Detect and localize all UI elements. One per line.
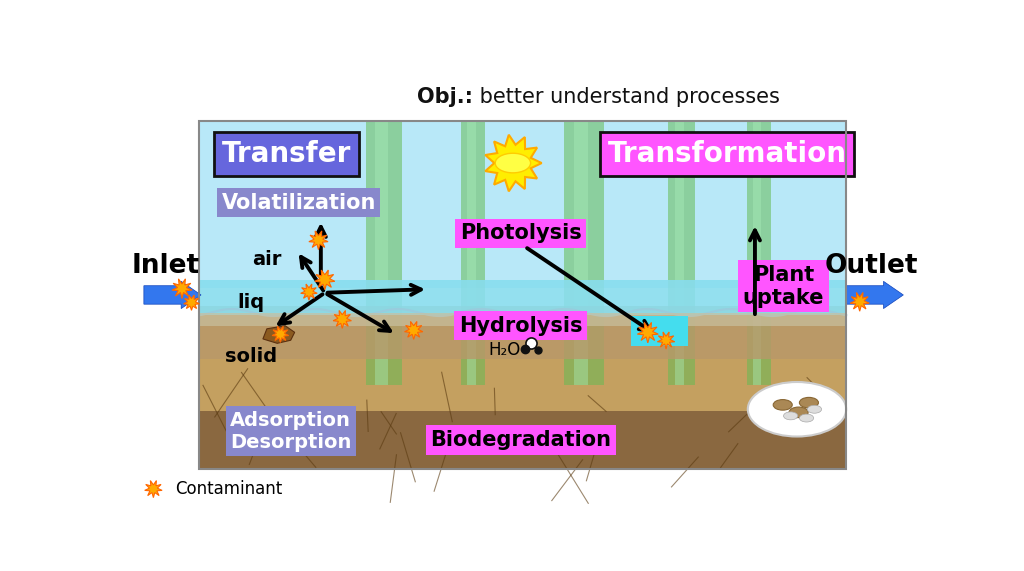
Bar (200, 280, 846, 315)
Polygon shape (314, 270, 335, 289)
Polygon shape (301, 284, 317, 300)
Bar (200, 306, 846, 359)
Text: Contaminant: Contaminant (176, 480, 283, 498)
Text: Biodegradation: Biodegradation (430, 430, 611, 450)
Text: Plant
uptake: Plant uptake (742, 264, 824, 308)
Text: Adsorption
Desorption: Adsorption Desorption (230, 411, 351, 452)
Polygon shape (333, 311, 351, 328)
Bar (461, 121, 485, 385)
Circle shape (748, 382, 846, 436)
Polygon shape (144, 481, 162, 498)
Text: Obj.:: Obj.: (417, 87, 473, 107)
Bar (574, 121, 588, 385)
Bar (200, 315, 846, 469)
Polygon shape (172, 279, 191, 299)
Circle shape (790, 407, 808, 417)
Bar (367, 121, 401, 385)
Text: Inlet: Inlet (132, 254, 200, 279)
Text: H₂O: H₂O (488, 341, 521, 359)
Polygon shape (485, 135, 542, 191)
FancyArrow shape (143, 282, 201, 308)
Polygon shape (850, 292, 869, 311)
Bar (748, 121, 771, 385)
Circle shape (800, 414, 814, 422)
Bar (200, 313, 846, 325)
Circle shape (807, 405, 821, 413)
Polygon shape (272, 326, 289, 343)
Text: solid: solid (225, 347, 278, 366)
Circle shape (773, 400, 793, 410)
Text: Volatilization: Volatilization (221, 192, 376, 212)
Bar (467, 121, 475, 385)
Polygon shape (637, 323, 658, 343)
Polygon shape (657, 332, 675, 349)
Bar (200, 121, 846, 288)
Circle shape (496, 153, 530, 173)
Circle shape (783, 412, 798, 420)
Bar (200, 121, 846, 469)
Polygon shape (263, 325, 295, 343)
Text: Hydrolysis: Hydrolysis (459, 316, 583, 336)
FancyArrow shape (846, 282, 903, 308)
Bar (200, 412, 846, 469)
Circle shape (800, 397, 818, 408)
Bar (564, 121, 604, 385)
Text: Photolysis: Photolysis (460, 223, 582, 243)
Text: liq: liq (238, 293, 264, 312)
Bar (675, 121, 684, 385)
Text: Transfer: Transfer (222, 140, 351, 168)
Bar (753, 121, 761, 385)
Text: Outlet: Outlet (824, 254, 918, 279)
Bar (375, 121, 387, 385)
Polygon shape (404, 321, 423, 339)
Text: Transformation: Transformation (607, 140, 847, 168)
Polygon shape (183, 295, 200, 311)
Polygon shape (309, 231, 328, 250)
Bar (631, 316, 688, 347)
Bar (668, 121, 695, 385)
Text: air: air (252, 250, 282, 270)
Text: better understand processes: better understand processes (473, 87, 780, 107)
